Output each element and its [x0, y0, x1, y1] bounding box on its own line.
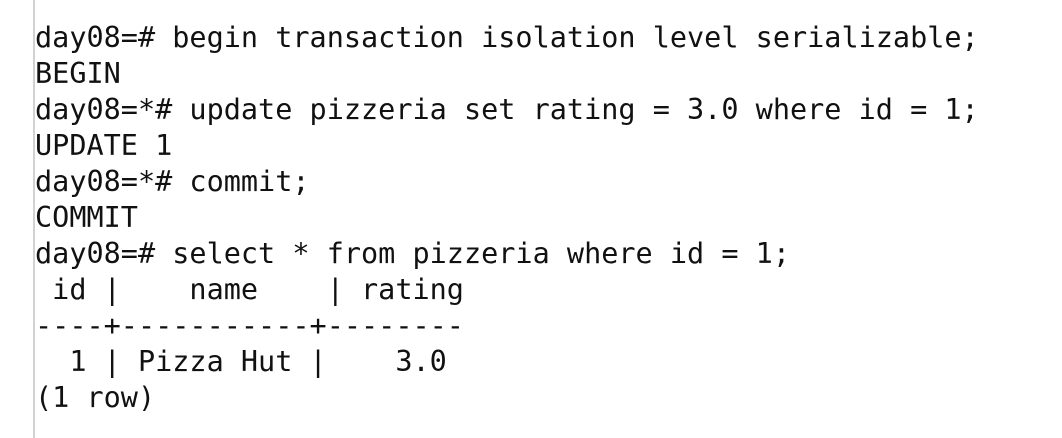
terminal-line-commit-command: day08=*# commit;	[35, 165, 310, 198]
result-table-separator: ----+-----------+--------	[35, 309, 464, 342]
terminal-line-begin-response: BEGIN	[35, 57, 121, 90]
terminal-line-update-command: day08=*# update pizzeria set rating = 3.…	[35, 93, 979, 126]
terminal-line-update-response: UPDATE 1	[35, 129, 173, 162]
result-table-row: 1 | Pizza Hut | 3.0	[35, 345, 447, 378]
terminal-line-begin-command: day08=# begin transaction isolation leve…	[35, 21, 979, 54]
terminal-line-select-command: day08=# select * from pizzeria where id …	[35, 237, 790, 270]
result-row-count: (1 row)	[35, 381, 156, 414]
terminal-line-commit-response: COMMIT	[35, 201, 138, 234]
terminal-output: day08=# begin transaction isolation leve…	[33, 0, 1062, 438]
result-table-header: id | name | rating	[35, 273, 464, 306]
